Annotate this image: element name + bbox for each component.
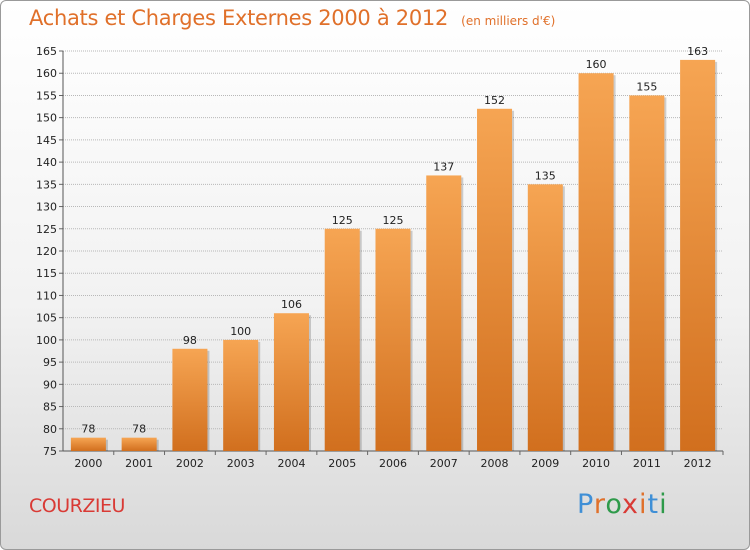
logo-letter: i [659, 489, 668, 520]
logo-letter: P [577, 489, 594, 520]
logo-letter: r [593, 489, 606, 520]
y-tick-label: 80 [43, 423, 57, 436]
bar-2003[interactable] [223, 339, 259, 451]
chart-subtitle: (en milliers d'€) [461, 14, 556, 28]
title-row: Achats et Charges Externes 2000 à 2012 (… [29, 6, 555, 30]
value-label: 100 [230, 325, 251, 338]
y-tick-label: 130 [36, 201, 57, 214]
logo-letter: x [622, 489, 640, 520]
x-tick-label: 2008 [481, 457, 509, 470]
bar-2010[interactable] [578, 73, 614, 451]
y-tick-label: 85 [43, 401, 57, 414]
bar-2012[interactable] [680, 59, 716, 452]
logo-letter: o [605, 489, 623, 520]
bar-2008[interactable] [477, 108, 513, 452]
value-label: 98 [183, 334, 197, 347]
bar-2001[interactable] [121, 437, 157, 451]
value-label: 135 [535, 169, 556, 182]
y-tick-label: 100 [36, 334, 57, 347]
y-tick-label: 135 [36, 178, 57, 191]
y-tick-label: 155 [36, 89, 57, 102]
value-label: 106 [281, 298, 302, 311]
y-tick-label: 125 [36, 223, 57, 236]
y-tick-label: 160 [36, 67, 57, 80]
y-tick-label: 145 [36, 134, 57, 147]
proxiti-logo[interactable]: Proxiti [577, 489, 668, 520]
bar-2002[interactable] [172, 348, 208, 451]
y-tick-label: 120 [36, 245, 57, 258]
y-tick-label: 140 [36, 156, 57, 169]
y-tick-label: 115 [36, 267, 57, 280]
y-tick-label: 110 [36, 289, 57, 302]
x-tick-label: 2009 [531, 457, 559, 470]
logo-letter: t [647, 489, 660, 520]
x-tick-label: 2005 [328, 457, 356, 470]
value-label: 152 [484, 94, 505, 107]
bar-2007[interactable] [426, 175, 462, 451]
bar-2000[interactable] [70, 437, 106, 451]
x-tick-label: 2001 [125, 457, 153, 470]
y-tick-label: 150 [36, 112, 57, 125]
value-label: 78 [132, 423, 146, 436]
bar-2005[interactable] [324, 228, 360, 451]
x-tick-label: 2000 [74, 457, 102, 470]
y-tick-label: 105 [36, 312, 57, 325]
x-tick-label: 2004 [277, 457, 305, 470]
y-tick-label: 90 [43, 378, 57, 391]
bar-2009[interactable] [527, 184, 563, 452]
x-tick-label: 2011 [633, 457, 661, 470]
y-tick-label: 165 [36, 45, 57, 58]
x-tick-label: 2003 [227, 457, 255, 470]
bar-2011[interactable] [629, 95, 665, 451]
bar-2006[interactable] [375, 228, 411, 451]
x-tick-label: 2006 [379, 457, 407, 470]
value-label: 155 [636, 80, 657, 93]
x-tick-label: 2010 [582, 457, 610, 470]
value-label: 125 [332, 214, 353, 227]
x-tick-label: 2007 [430, 457, 458, 470]
x-tick-label: 2012 [684, 457, 712, 470]
y-tick-label: 95 [43, 356, 57, 369]
bar-layer [70, 59, 718, 452]
x-tick-label: 2002 [176, 457, 204, 470]
value-label: 163 [687, 45, 708, 58]
value-label: 137 [433, 160, 454, 173]
value-label: 160 [586, 58, 607, 71]
value-label: 125 [383, 214, 404, 227]
value-label: 78 [81, 423, 95, 436]
commune-name: COURZIEU [29, 495, 125, 517]
y-tick-label: 75 [43, 445, 57, 458]
logo-letter: i [639, 489, 648, 520]
chart-title: Achats et Charges Externes 2000 à 2012 [29, 6, 449, 30]
label-layer: 75 80 85 90 95 100 105 110 115 120 125 130 135 140 145… [36, 45, 712, 470]
bar-2004[interactable] [273, 313, 309, 451]
